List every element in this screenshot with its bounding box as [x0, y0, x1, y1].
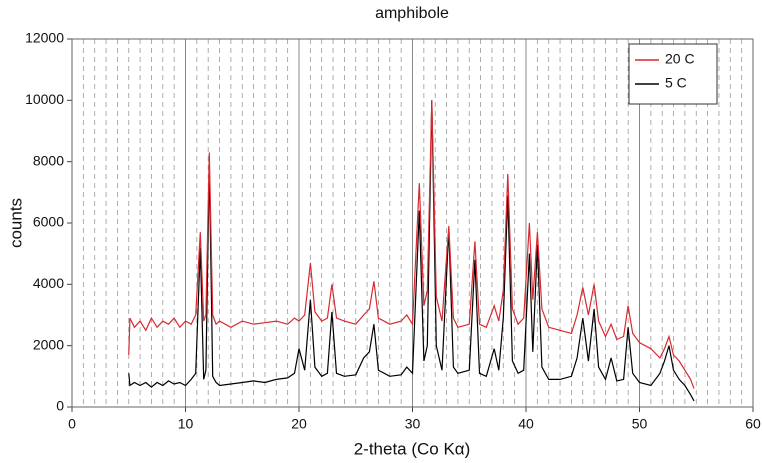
x-tick-label: 40: [518, 416, 534, 432]
plot-frame: [71, 38, 754, 408]
y-axis-label: counts: [6, 198, 25, 248]
x-tick-label: 10: [178, 416, 194, 432]
x-tick-label: 20: [291, 416, 307, 432]
y-tick-label: 0: [56, 398, 64, 414]
y-tick-label: 12000: [25, 30, 64, 46]
data-line: [128, 100, 695, 389]
legend-label: 5 C: [665, 75, 687, 91]
x-tick-label: 30: [405, 416, 421, 432]
legend-box: [628, 43, 718, 105]
x-tick-label: 0: [68, 416, 76, 432]
x-axis-label: 2-theta (Co Kα): [354, 439, 471, 458]
y-tick-label: 6000: [33, 214, 64, 230]
chart-title: amphibole: [375, 5, 449, 22]
data-line: [128, 100, 695, 402]
x-tick-label: 50: [632, 416, 648, 432]
legend-label: 20 C: [665, 51, 695, 67]
y-tick-label: 8000: [33, 152, 64, 168]
x-tick-label: 60: [745, 416, 761, 432]
y-tick-label: 10000: [25, 91, 64, 107]
y-tick-label: 4000: [33, 275, 64, 291]
y-tick-label: 2000: [33, 336, 64, 352]
